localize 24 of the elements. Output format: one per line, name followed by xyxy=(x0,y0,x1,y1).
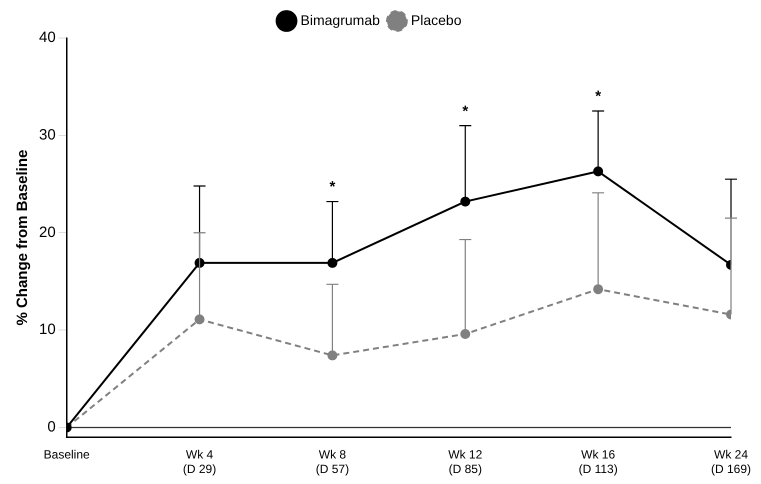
x-tick-label: Wk 12 (D 85) xyxy=(448,448,483,476)
point xyxy=(327,350,338,360)
y-tick-label: 0 xyxy=(47,418,56,436)
point xyxy=(194,314,205,324)
x-tick-label: Wk 16 (D 113) xyxy=(578,448,618,476)
point xyxy=(593,166,604,176)
x-tick-label: Wk 4 (D 29) xyxy=(182,448,216,476)
y-tick-label: 40 xyxy=(38,29,56,46)
annotation: * xyxy=(462,102,468,120)
point xyxy=(460,328,470,339)
legend-label: Bimagrumab xyxy=(300,12,380,28)
y-tick-label: 20 xyxy=(38,224,56,241)
point xyxy=(593,284,604,294)
legend-label: Placebo xyxy=(410,12,462,28)
annotation: * xyxy=(329,178,336,196)
annotation: * xyxy=(595,88,602,106)
x-tick-label: Wk 8 (D 57) xyxy=(316,448,350,476)
point xyxy=(327,258,338,268)
y-axis-title: % Change from Baseline xyxy=(14,150,32,326)
point xyxy=(460,196,470,207)
y-tick-label: 30 xyxy=(38,126,56,144)
x-tick-label: Wk 24 (D 169) xyxy=(710,448,752,476)
x-tick-label: Baseline xyxy=(44,448,90,462)
y-tick-label: 10 xyxy=(38,321,56,338)
